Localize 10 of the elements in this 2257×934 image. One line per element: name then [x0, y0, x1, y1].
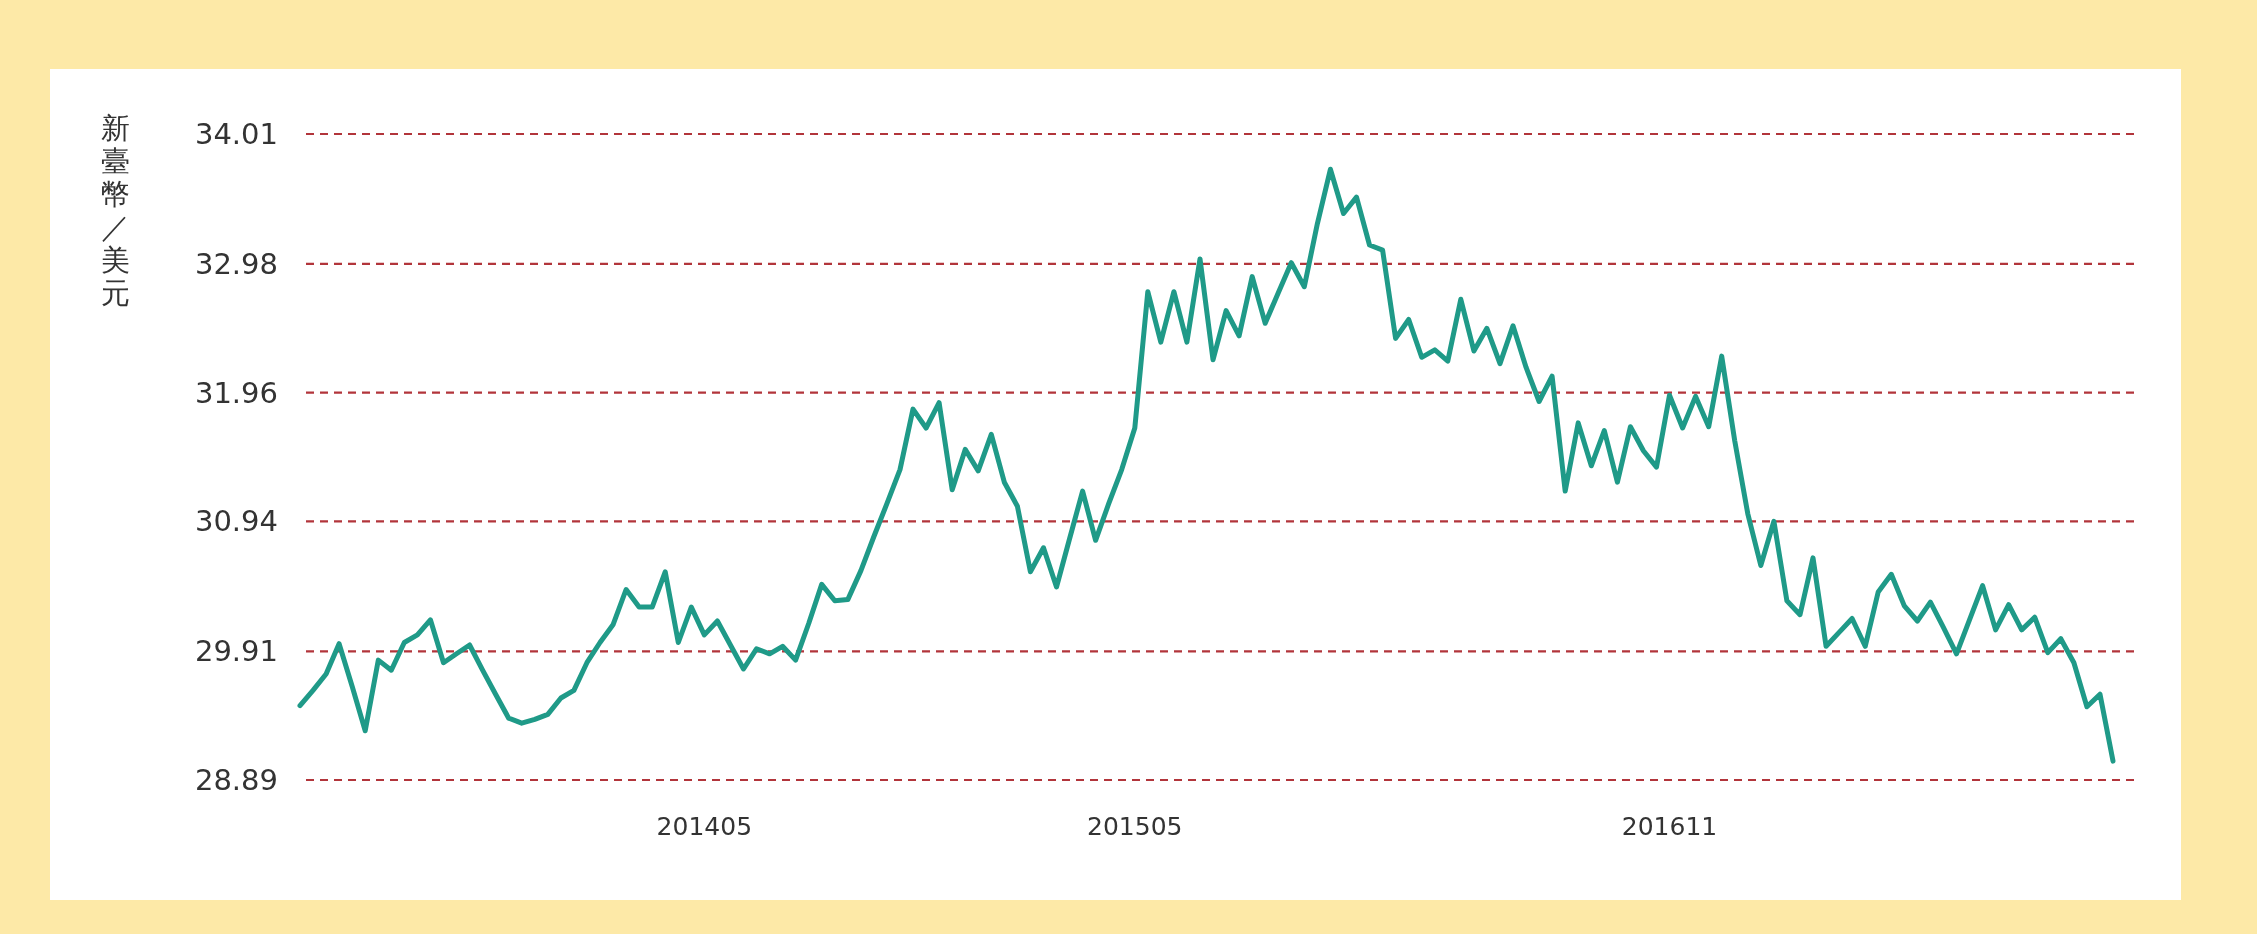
y-tick-label: 30.94 — [194, 504, 278, 539]
y-tick-label: 29.91 — [194, 634, 278, 669]
y-tick-label: 34.01 — [194, 117, 278, 151]
y-tick-label: 32.98 — [194, 246, 278, 281]
x-tick-label: 201611 — [1621, 812, 1718, 841]
y-tick-label: 28.89 — [194, 763, 278, 797]
y-axis-title: 新臺幣／美元 — [100, 111, 130, 310]
x-tick-label: 201505 — [1087, 812, 1183, 841]
x-tick-label: 201405 — [656, 812, 753, 841]
y-tick-label: 31.96 — [194, 375, 278, 410]
